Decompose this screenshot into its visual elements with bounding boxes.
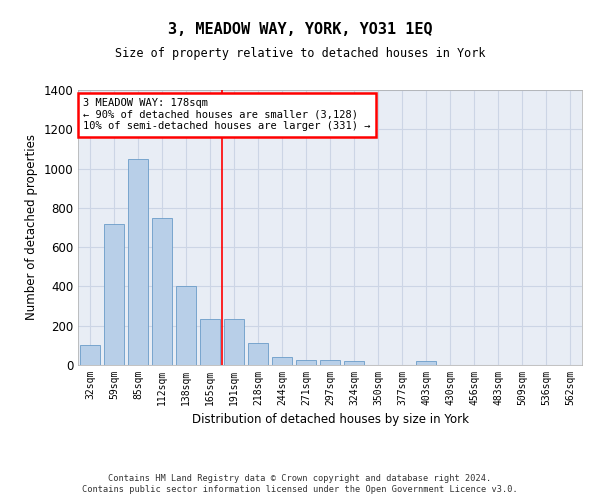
Bar [296, 360, 316, 365]
Bar [128, 159, 148, 365]
Bar [80, 346, 100, 365]
Bar [320, 360, 340, 365]
Y-axis label: Number of detached properties: Number of detached properties [25, 134, 38, 320]
Text: 3 MEADOW WAY: 178sqm
← 90% of detached houses are smaller (3,128)
10% of semi-de: 3 MEADOW WAY: 178sqm ← 90% of detached h… [83, 98, 371, 132]
Bar [224, 319, 244, 365]
Bar [248, 344, 268, 365]
Bar [344, 361, 364, 365]
Bar [272, 357, 292, 365]
Bar [152, 218, 172, 365]
Bar [200, 319, 220, 365]
Text: Size of property relative to detached houses in York: Size of property relative to detached ho… [115, 48, 485, 60]
X-axis label: Distribution of detached houses by size in York: Distribution of detached houses by size … [191, 414, 469, 426]
Bar [416, 361, 436, 365]
Bar [104, 224, 124, 365]
Text: 3, MEADOW WAY, YORK, YO31 1EQ: 3, MEADOW WAY, YORK, YO31 1EQ [167, 22, 433, 38]
Text: Contains HM Land Registry data © Crown copyright and database right 2024.
Contai: Contains HM Land Registry data © Crown c… [82, 474, 518, 494]
Bar [176, 286, 196, 365]
